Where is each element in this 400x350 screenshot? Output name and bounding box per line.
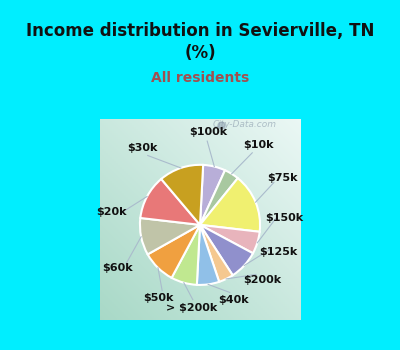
Wedge shape [140,179,200,225]
Text: $50k: $50k [143,293,173,303]
Wedge shape [200,165,225,225]
Wedge shape [140,218,200,254]
Text: $100k: $100k [189,127,227,137]
Wedge shape [200,178,260,232]
Wedge shape [200,225,260,253]
Text: $30k: $30k [127,143,157,153]
Text: $10k: $10k [243,140,273,150]
Text: $200k: $200k [243,275,281,285]
Wedge shape [172,225,200,285]
Wedge shape [200,225,253,275]
Text: $20k: $20k [97,207,127,217]
Text: All residents: All residents [151,71,249,85]
Text: $125k: $125k [259,247,297,257]
Text: > $200k: > $200k [166,303,218,313]
Wedge shape [161,165,203,225]
Text: Income distribution in Sevierville, TN
(%): Income distribution in Sevierville, TN (… [26,22,374,62]
Wedge shape [148,225,200,278]
Text: $60k: $60k [103,263,133,273]
Text: City-Data.com: City-Data.com [213,120,277,129]
Text: $150k: $150k [265,213,303,223]
Wedge shape [200,170,238,225]
Wedge shape [197,225,219,285]
Text: $40k: $40k [218,295,248,305]
Wedge shape [200,225,233,282]
Text: $75k: $75k [267,173,297,183]
